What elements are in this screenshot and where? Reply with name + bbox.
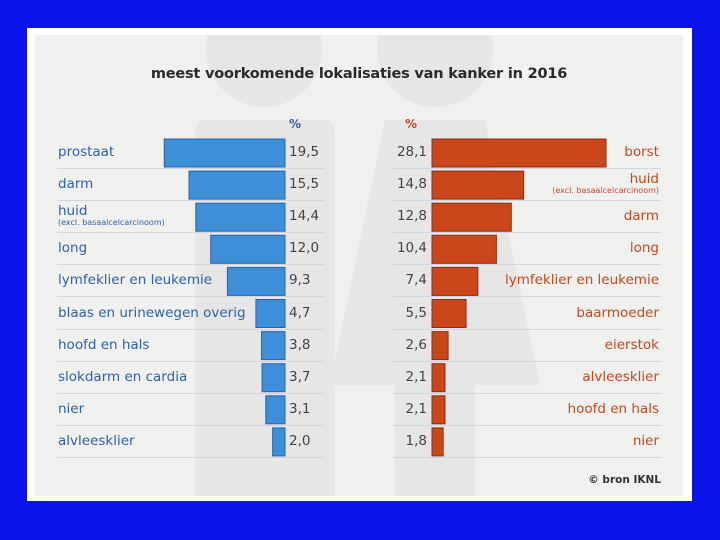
women-bar-9 (431, 427, 444, 457)
women-row-separator (393, 232, 661, 234)
women-value-label: 12,8 (396, 208, 427, 225)
women-value-label: 10,4 (396, 240, 427, 257)
men-row-separator (57, 200, 325, 202)
women-bar-0 (431, 138, 607, 168)
men-row-separator (57, 456, 325, 458)
source-credit: © bron IKNL (588, 474, 661, 486)
men-bar-7 (261, 363, 286, 393)
women-value-label: 1,8 (405, 432, 427, 449)
men-bar-5 (255, 299, 286, 328)
women-row-separator (393, 328, 661, 330)
men-bar-0 (163, 138, 286, 168)
men-value-label: 3,1 (289, 400, 311, 417)
men-bar-3 (210, 234, 286, 264)
women-category-label: alvleesklier (582, 368, 659, 385)
women-category-sublabel: (excl. basaalcelcarcinoom) (552, 186, 659, 196)
men-category-label: prostaat (58, 144, 115, 160)
women-value-label: 28,1 (396, 144, 427, 160)
men-bar-8 (265, 395, 286, 425)
infographic-panel: meest voorkomende lokalisaties van kanke… (35, 35, 683, 496)
women-value-label: 14,8 (396, 176, 427, 193)
men-value-label: 3,8 (289, 336, 311, 353)
men-category-label: blaas en urinewegen overig (58, 304, 246, 321)
women-category-label: baarmoeder (576, 304, 659, 321)
men-category-label: huid (excl. basaalcelcarcinoom) (58, 203, 165, 228)
women-category-label: huid (excl. basaalcelcarcinoom) (552, 171, 659, 196)
men-value-label: 4,7 (289, 304, 311, 321)
men-percent-header: % (289, 117, 302, 131)
men-row-separator (57, 328, 325, 330)
men-row-separator (57, 168, 325, 170)
men-category-label: hoofd en hals (58, 336, 150, 353)
women-bar-4 (431, 266, 479, 296)
women-row-separator (393, 264, 661, 266)
women-category-label: hoofd en hals (567, 400, 659, 417)
men-category-label: slokdarm en cardia (58, 368, 188, 385)
men-value-label: 9,3 (289, 272, 311, 289)
women-value-label: 7,4 (405, 272, 427, 289)
men-value-label: 14,4 (289, 208, 320, 225)
men-bar-9 (272, 427, 286, 457)
women-value-label: 2,6 (405, 336, 427, 353)
men-row-separator (57, 424, 325, 426)
women-category-label: lymfeklier en leukemie (504, 272, 659, 289)
men-bar-6 (260, 331, 286, 361)
back-to-back-bar-chart (163, 138, 607, 457)
men-value-label: 19,5 (289, 144, 320, 160)
women-row-separator (393, 360, 661, 362)
men-row-separator (57, 360, 325, 362)
women-row-separator (393, 456, 661, 458)
women-row-separator (393, 424, 661, 426)
men-category-label: darm (58, 176, 94, 193)
men-category-label: lymfeklier en leukemie (58, 272, 213, 289)
men-row-separator (57, 264, 325, 266)
men-category-label: long (58, 240, 88, 257)
men-value-label: 15,5 (289, 176, 320, 193)
women-percent-header: % (405, 117, 418, 131)
chart-title: meest voorkomende lokalisaties van kanke… (150, 66, 568, 82)
women-category-label: borst (624, 144, 659, 160)
women-bar-6 (431, 331, 449, 361)
women-row-separator (393, 200, 661, 202)
men-row-separator (57, 392, 325, 394)
men-category-label: alvleesklier (58, 432, 135, 449)
men-row-separator (57, 296, 325, 298)
women-value-label: 2,1 (405, 400, 427, 417)
women-category-label: long (629, 240, 659, 257)
women-value-label: 2,1 (405, 368, 427, 385)
men-bar-2 (195, 202, 286, 232)
men-category-sublabel: (excl. basaalcelcarcinoom) (58, 218, 165, 228)
women-row-separator (393, 392, 661, 394)
women-category-label: eierstok (604, 336, 659, 353)
women-bar-3 (431, 234, 497, 264)
men-value-label: 3,7 (289, 368, 311, 385)
men-value-label: 12,0 (289, 240, 320, 257)
women-category-label: nier (632, 432, 659, 449)
men-bar-4 (226, 266, 286, 296)
women-bar-7 (431, 363, 446, 393)
men-category-label: nier (58, 400, 85, 417)
women-row-separator (393, 296, 661, 298)
women-bar-1 (431, 170, 525, 200)
men-bar-1 (188, 170, 286, 200)
women-value-label: 5,5 (405, 304, 427, 321)
women-row-separator (393, 168, 661, 170)
women-bar-8 (431, 395, 446, 425)
men-row-separator (57, 232, 325, 234)
women-category-label: darm (623, 208, 659, 225)
women-bar-5 (431, 299, 467, 328)
men-value-label: 2,0 (289, 432, 311, 449)
women-bar-2 (431, 202, 512, 232)
